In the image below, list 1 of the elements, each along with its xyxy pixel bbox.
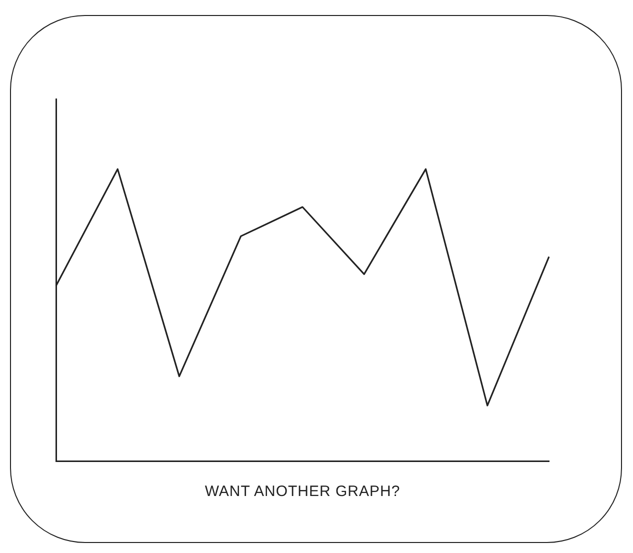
x-axis-title: WANT ANOTHER GRAPH? — [204, 483, 402, 500]
